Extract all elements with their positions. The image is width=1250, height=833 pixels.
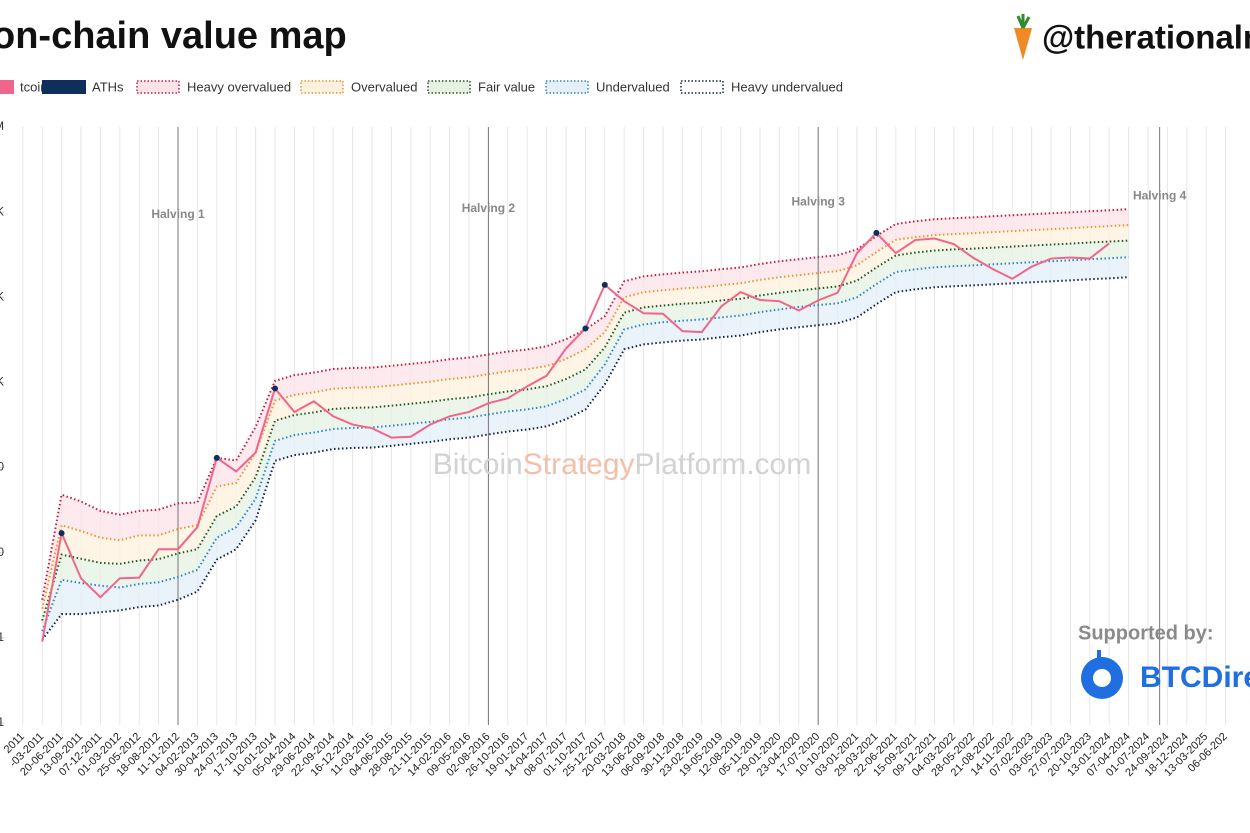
y-tick-label: K: [0, 204, 4, 218]
legend-label: Fair value: [478, 79, 535, 94]
watermark-part: Platform.com: [635, 448, 812, 481]
carrot-body: [1014, 28, 1032, 60]
legend-label: Heavy overvalued: [187, 79, 291, 94]
watermark-part: Bitcoin: [433, 448, 523, 481]
band-line: [41, 256, 1129, 632]
handle: @therationalm: [1042, 19, 1250, 56]
carrot-leaves: [1016, 14, 1031, 29]
logo-hole: [1093, 669, 1111, 687]
legend-swatch: [136, 80, 180, 94]
legend-swatch: [680, 80, 724, 94]
legend-label: Overvalued: [351, 79, 417, 94]
ath-marker: [873, 229, 880, 236]
y-tick-label: 0: [0, 545, 4, 559]
sponsor-name: BTCDire: [1140, 661, 1250, 694]
ath-marker: [601, 281, 608, 288]
halving-label: Halving 4: [1133, 188, 1187, 202]
legend-label: ATHs: [92, 79, 124, 94]
band-line: [41, 276, 1129, 641]
y-tick-label: K: [0, 289, 4, 303]
ath-marker: [272, 385, 278, 392]
halving-label: Halving 1: [151, 207, 205, 221]
y-tick-label: K: [0, 375, 4, 389]
band-line: [41, 224, 1129, 609]
y-tick-label: 1: [0, 630, 4, 644]
y-tick-label: M: [0, 119, 4, 133]
chart-title: on-chain value map: [0, 15, 347, 57]
legend-swatch: [0, 80, 14, 94]
legend-swatch: [545, 80, 589, 94]
ath-marker: [213, 454, 220, 461]
sponsor-logo-icon: [1081, 650, 1123, 699]
carrot-icon: [1014, 14, 1032, 60]
halving-label: Halving 3: [792, 195, 846, 209]
supported-by: Supported by:: [1078, 622, 1214, 644]
legend-swatch: [300, 80, 344, 94]
legend-label: Undervalued: [596, 79, 670, 94]
ath-marker: [58, 530, 65, 537]
logo-tick: [1097, 650, 1101, 660]
halving-label: Halving 2: [462, 201, 516, 215]
band-line: [41, 239, 1129, 621]
band-fill: [42, 257, 1129, 640]
watermark-part: Strategy: [523, 448, 635, 481]
legend-label: Heavy undervalued: [731, 79, 843, 94]
watermark: BitcoinStrategyPlatform.com: [433, 448, 812, 481]
ath-marker: [582, 325, 589, 332]
y-tick-label: 1: [0, 715, 4, 729]
y-tick-label: 0: [0, 460, 4, 474]
legend-swatch: [427, 80, 471, 94]
plot-area: 2011-03-201120-06-201113-09-201107-12-20…: [0, 119, 1230, 779]
legend-swatch: [42, 80, 86, 94]
price-line: [41, 231, 1110, 642]
legend-label: tcoin: [20, 79, 47, 94]
legend: tcoin ATHs Heavy overvalued Overvalued Fair …: [0, 79, 843, 94]
